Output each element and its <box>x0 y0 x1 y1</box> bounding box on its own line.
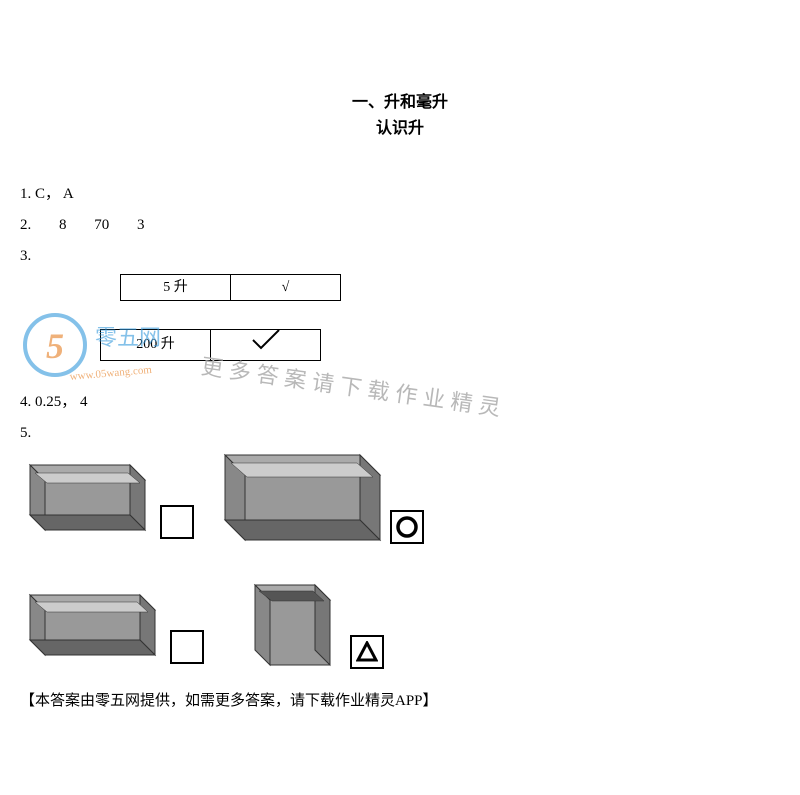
container-box-4 <box>245 575 340 675</box>
container-box-1 <box>20 455 150 545</box>
watermark-logo: 5 零五网 www.05wang.com <box>20 310 170 405</box>
answer-5: 5. <box>20 420 780 447</box>
logo-chars: 零五网 <box>95 325 161 350</box>
logo-url: www.05wang.com <box>69 364 153 383</box>
checkmark-icon <box>251 330 281 350</box>
answer-1: 1. C， A <box>20 181 780 208</box>
answer-3: 3. <box>20 243 780 270</box>
q2-val-2: 70 <box>94 217 109 233</box>
circle-icon <box>395 515 419 539</box>
answer-box-2 <box>390 510 424 544</box>
section-title: 一、升和毫升 <box>0 90 800 116</box>
t1-cell1: 5 升 <box>121 275 231 301</box>
q2-val-3: 3 <box>137 217 145 233</box>
triangle-icon <box>356 641 378 663</box>
logo-number: 5 <box>46 326 64 366</box>
container-box-3 <box>20 585 160 675</box>
q2-val-1: 8 <box>59 217 67 233</box>
container-box-2 <box>215 445 385 555</box>
answer-box-4 <box>350 635 384 669</box>
q2-prefix: 2. <box>20 217 31 233</box>
containers-section <box>20 455 780 725</box>
footer-text: 【本答案由零五网提供，如需更多答案，请下载作业精灵APP】 <box>20 689 438 710</box>
answer-2: 2. 8 70 3 <box>20 212 780 239</box>
answer-box-1 <box>160 505 194 539</box>
answer-box-3 <box>170 630 204 664</box>
table-1: 5 升 √ <box>120 274 341 301</box>
section-subtitle: 认识升 <box>0 116 800 142</box>
t1-cell2: √ <box>231 275 341 301</box>
